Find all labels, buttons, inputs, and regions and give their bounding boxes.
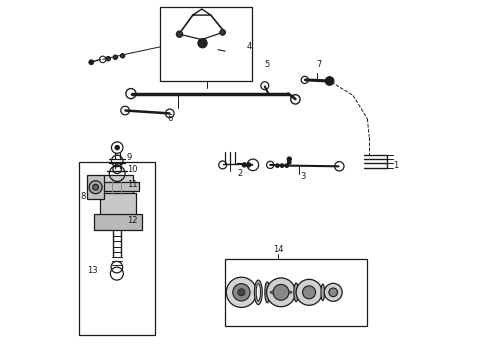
- Bar: [87, 175, 104, 199]
- Circle shape: [288, 161, 291, 164]
- Circle shape: [238, 289, 245, 296]
- Circle shape: [287, 157, 292, 161]
- Circle shape: [324, 283, 342, 301]
- Text: 11: 11: [127, 180, 137, 189]
- Bar: [103, 175, 133, 194]
- Text: 14: 14: [273, 245, 283, 253]
- Bar: [79, 162, 155, 335]
- Circle shape: [303, 286, 316, 299]
- Circle shape: [115, 145, 120, 150]
- Circle shape: [220, 30, 225, 35]
- Bar: [225, 259, 368, 326]
- Circle shape: [242, 163, 246, 167]
- Circle shape: [296, 279, 322, 305]
- Circle shape: [280, 164, 284, 167]
- Circle shape: [113, 55, 118, 59]
- Circle shape: [329, 288, 338, 297]
- Text: 5: 5: [265, 60, 270, 69]
- Circle shape: [198, 39, 207, 48]
- Ellipse shape: [321, 284, 324, 301]
- Circle shape: [325, 77, 334, 85]
- Ellipse shape: [294, 283, 298, 302]
- Circle shape: [89, 181, 102, 194]
- Text: 1: 1: [392, 161, 398, 170]
- Ellipse shape: [256, 284, 261, 301]
- Bar: [160, 7, 252, 81]
- Text: 6: 6: [168, 114, 173, 123]
- Circle shape: [246, 163, 251, 167]
- Ellipse shape: [254, 280, 262, 305]
- Text: 4: 4: [247, 41, 252, 50]
- Bar: [100, 193, 136, 223]
- Circle shape: [275, 164, 279, 167]
- Text: 8: 8: [80, 192, 85, 201]
- Circle shape: [273, 284, 289, 300]
- Circle shape: [106, 57, 110, 61]
- Circle shape: [121, 54, 125, 58]
- Bar: [94, 214, 143, 230]
- Ellipse shape: [270, 291, 292, 294]
- Text: 7: 7: [316, 60, 321, 69]
- Text: 10: 10: [127, 165, 137, 174]
- Text: 12: 12: [127, 216, 137, 225]
- Ellipse shape: [265, 282, 270, 303]
- Circle shape: [267, 278, 295, 307]
- Circle shape: [285, 164, 289, 167]
- Text: 3: 3: [300, 172, 305, 181]
- Bar: [98, 182, 139, 191]
- Circle shape: [176, 31, 183, 37]
- Circle shape: [233, 284, 250, 301]
- Text: 2: 2: [238, 169, 243, 178]
- Text: 9: 9: [127, 153, 132, 162]
- Text: 13: 13: [87, 266, 97, 275]
- Circle shape: [93, 184, 98, 190]
- Circle shape: [226, 277, 257, 307]
- Circle shape: [89, 60, 94, 65]
